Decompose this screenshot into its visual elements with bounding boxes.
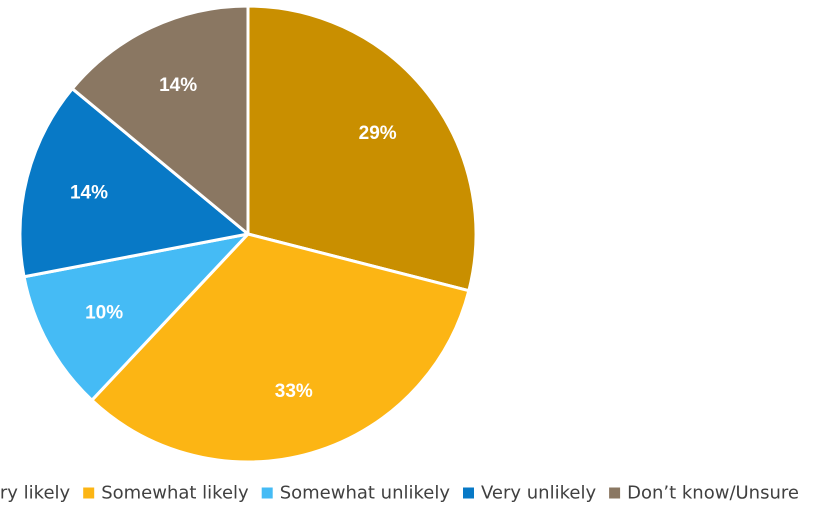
data-label-4: 14% — [159, 75, 197, 96]
data-label-2: 10% — [85, 303, 123, 324]
pie-slice-0 — [246, 4, 478, 293]
legend-label-0: Very likely — [0, 483, 71, 504]
pie-slice-2 — [22, 232, 250, 402]
legend-label-3: Very unlikely — [481, 483, 596, 504]
legend-item-0: Very likely — [0, 483, 71, 504]
legend: Very likely Somewhat likely Somewhat unlik… — [0, 483, 799, 504]
legend-swatch-1 — [83, 487, 95, 499]
legend-item-3: Very unlikely — [463, 483, 596, 504]
legend-item-2: Somewhat unlikely — [261, 483, 451, 504]
data-label-1: 33% — [275, 381, 313, 402]
pie-slice-4 — [70, 4, 250, 236]
legend-label-2: Somewhat unlikely — [280, 483, 451, 504]
pie-data-labels: 29% 33% 10% 14% 14% — [70, 75, 397, 402]
legend-label-4: Don’t know/Unsure — [627, 483, 799, 504]
data-label-3: 14% — [70, 183, 108, 204]
legend-swatch-4 — [609, 487, 621, 499]
legend-item-4: Don’t know/Unsure — [609, 483, 799, 504]
legend-label-1: Somewhat likely — [101, 483, 249, 504]
pie-slice-1 — [90, 232, 471, 464]
pie-slice-3 — [18, 87, 250, 279]
data-label-0: 29% — [359, 123, 397, 144]
pie-slices — [18, 4, 478, 464]
legend-swatch-2 — [261, 487, 273, 499]
legend-item-1: Somewhat likely — [83, 483, 249, 504]
legend-swatch-3 — [463, 487, 474, 499]
